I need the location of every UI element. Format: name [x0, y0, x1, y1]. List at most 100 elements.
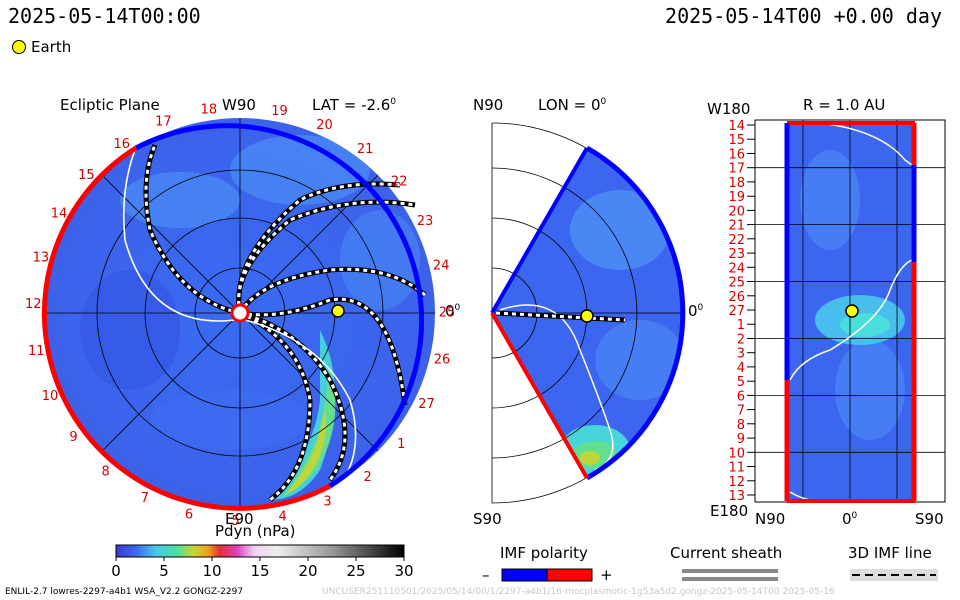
radial-row-label: 18	[728, 176, 745, 191]
run-time: 2025-05-14T00:00	[8, 4, 201, 28]
meridional-zero-label: 00	[688, 302, 704, 320]
radial-row-label: 26	[728, 290, 745, 305]
ecliptic-title: Ecliptic Plane	[60, 96, 160, 114]
earth-marker-radial	[845, 304, 859, 318]
carrington-label: 13	[33, 250, 50, 265]
carrington-label: 15	[78, 168, 95, 183]
carrington-label: 5	[232, 514, 240, 529]
elapsed-time: 2025-05-14T00 +0.00 day	[665, 4, 942, 28]
run-info: UNCUSER251110501/2025/05/14/00/1/2297-a4…	[322, 587, 835, 597]
radial-row-labels: 1415161718192021222324252627123456789101…	[728, 119, 755, 504]
radial-x-label-zero: 00	[842, 510, 858, 528]
ecliptic-zero-label: 00	[445, 302, 461, 320]
carrington-label: 7	[141, 491, 149, 506]
carrington-label: 26	[434, 352, 451, 367]
radial-row-label: 23	[728, 247, 745, 262]
radial-row-label: 25	[728, 276, 745, 291]
radial-row-label: 11	[728, 461, 745, 476]
carrington-label: 8	[102, 465, 110, 480]
carrington-label: 19	[271, 104, 288, 119]
colorbar-tick-label: 5	[159, 562, 169, 580]
radial-row-label: 21	[728, 219, 745, 234]
radial-row-label: 6	[737, 389, 745, 404]
ecliptic-disk	[41, 118, 435, 511]
radial-row-label: 13	[728, 489, 745, 504]
radial-row-label: 9	[737, 432, 745, 447]
carrington-label: 3	[323, 495, 331, 510]
radial-row-label: 12	[728, 475, 745, 490]
radial-x-label-n90: N90	[755, 510, 786, 528]
imf-minus-label: –	[482, 566, 490, 584]
carrington-label: 9	[69, 430, 77, 445]
radial-title: R = 1.0 AU	[803, 96, 886, 114]
carrington-label: 22	[391, 175, 408, 190]
radial-row-label: 17	[728, 162, 745, 177]
radial-row-label: 22	[728, 233, 745, 248]
colorbar-title: Pdyn (nPa)	[215, 522, 296, 540]
carrington-label: 23	[417, 214, 434, 229]
radial-row-label: 10	[728, 446, 745, 461]
carrington-label: 12	[25, 297, 42, 312]
radial-x-label-s90: S90	[915, 510, 944, 528]
radial-bottom-label: E180	[710, 502, 749, 520]
radial-row-label: 4	[737, 361, 745, 376]
radial-row-label: 2	[737, 333, 745, 348]
carrington-label: 27	[418, 397, 435, 412]
colorbar-tick-label: 10	[202, 562, 222, 580]
carrington-label: 11	[28, 344, 45, 359]
radial-row-label: 27	[728, 304, 745, 319]
radial-row-label: 24	[728, 261, 745, 276]
colorbar-tick-label: 15	[250, 562, 270, 580]
earth-legend-icon	[12, 40, 26, 54]
carrington-label: 1	[397, 437, 405, 452]
ecliptic-top-label: W90	[222, 96, 256, 114]
carrington-label: 24	[433, 259, 450, 274]
meridional-plot	[490, 122, 686, 504]
carrington-label: 20	[316, 118, 333, 133]
model-info: ENLIL-2.7 lowres-2297-a4b1 WSA_V2.2 GONG…	[5, 587, 244, 597]
radial-row-label: 16	[728, 148, 745, 163]
radial-row-label: 3	[737, 347, 745, 362]
ecliptic-bottom-label: E90	[225, 510, 254, 528]
current-sheath-swatch	[682, 569, 778, 573]
meridional-top-label: N90	[473, 96, 504, 114]
carrington-label: 14	[51, 207, 68, 222]
carrington-label: 25	[439, 305, 456, 320]
radial-row-label: 19	[728, 190, 745, 205]
ecliptic-lat-label: LAT = -2.60	[312, 96, 397, 114]
earth-marker-meridional	[580, 309, 594, 323]
carrington-label: 18	[201, 102, 218, 117]
imf-plus-label: +	[600, 566, 613, 584]
carrington-labels: 1920212223242526271234567891011121314151…	[25, 102, 455, 529]
colorbar-tick-label: 0	[111, 562, 121, 580]
imf-positive-swatch	[546, 568, 593, 582]
carrington-label: 17	[155, 115, 172, 130]
radial-row-label: 20	[728, 204, 745, 219]
radial-row-label: 5	[737, 375, 745, 390]
pdyn-colorbar	[115, 544, 405, 558]
carrington-label: 4	[279, 510, 287, 525]
carrington-label: 21	[357, 142, 374, 157]
radial-row-label: 8	[737, 418, 745, 433]
meridional-title: LON = 00	[538, 96, 607, 114]
radial-plot	[754, 119, 946, 503]
sun-marker	[230, 303, 250, 323]
carrington-label: 2	[364, 470, 372, 485]
imf-negative-swatch	[501, 568, 548, 582]
colorbar-tick-label: 30	[394, 562, 414, 580]
earth-legend-label: Earth	[31, 38, 72, 56]
carrington-label: 10	[42, 389, 59, 404]
imf-polarity-title: IMF polarity	[500, 544, 588, 562]
meridional-bottom-label: S90	[473, 510, 502, 528]
colorbar-tick-label: 25	[346, 562, 366, 580]
current-sheath-title: Current sheath	[670, 544, 783, 562]
radial-row-label: 14	[728, 119, 745, 134]
imf3d-title: 3D IMF line	[848, 544, 932, 562]
radial-row-label: 1	[737, 318, 745, 333]
radial-row-label: 15	[728, 133, 745, 148]
radial-row-label: 7	[737, 404, 745, 419]
earth-marker-ecliptic	[331, 304, 345, 318]
colorbar-tick-label: 20	[298, 562, 318, 580]
carrington-label: 6	[185, 508, 193, 523]
